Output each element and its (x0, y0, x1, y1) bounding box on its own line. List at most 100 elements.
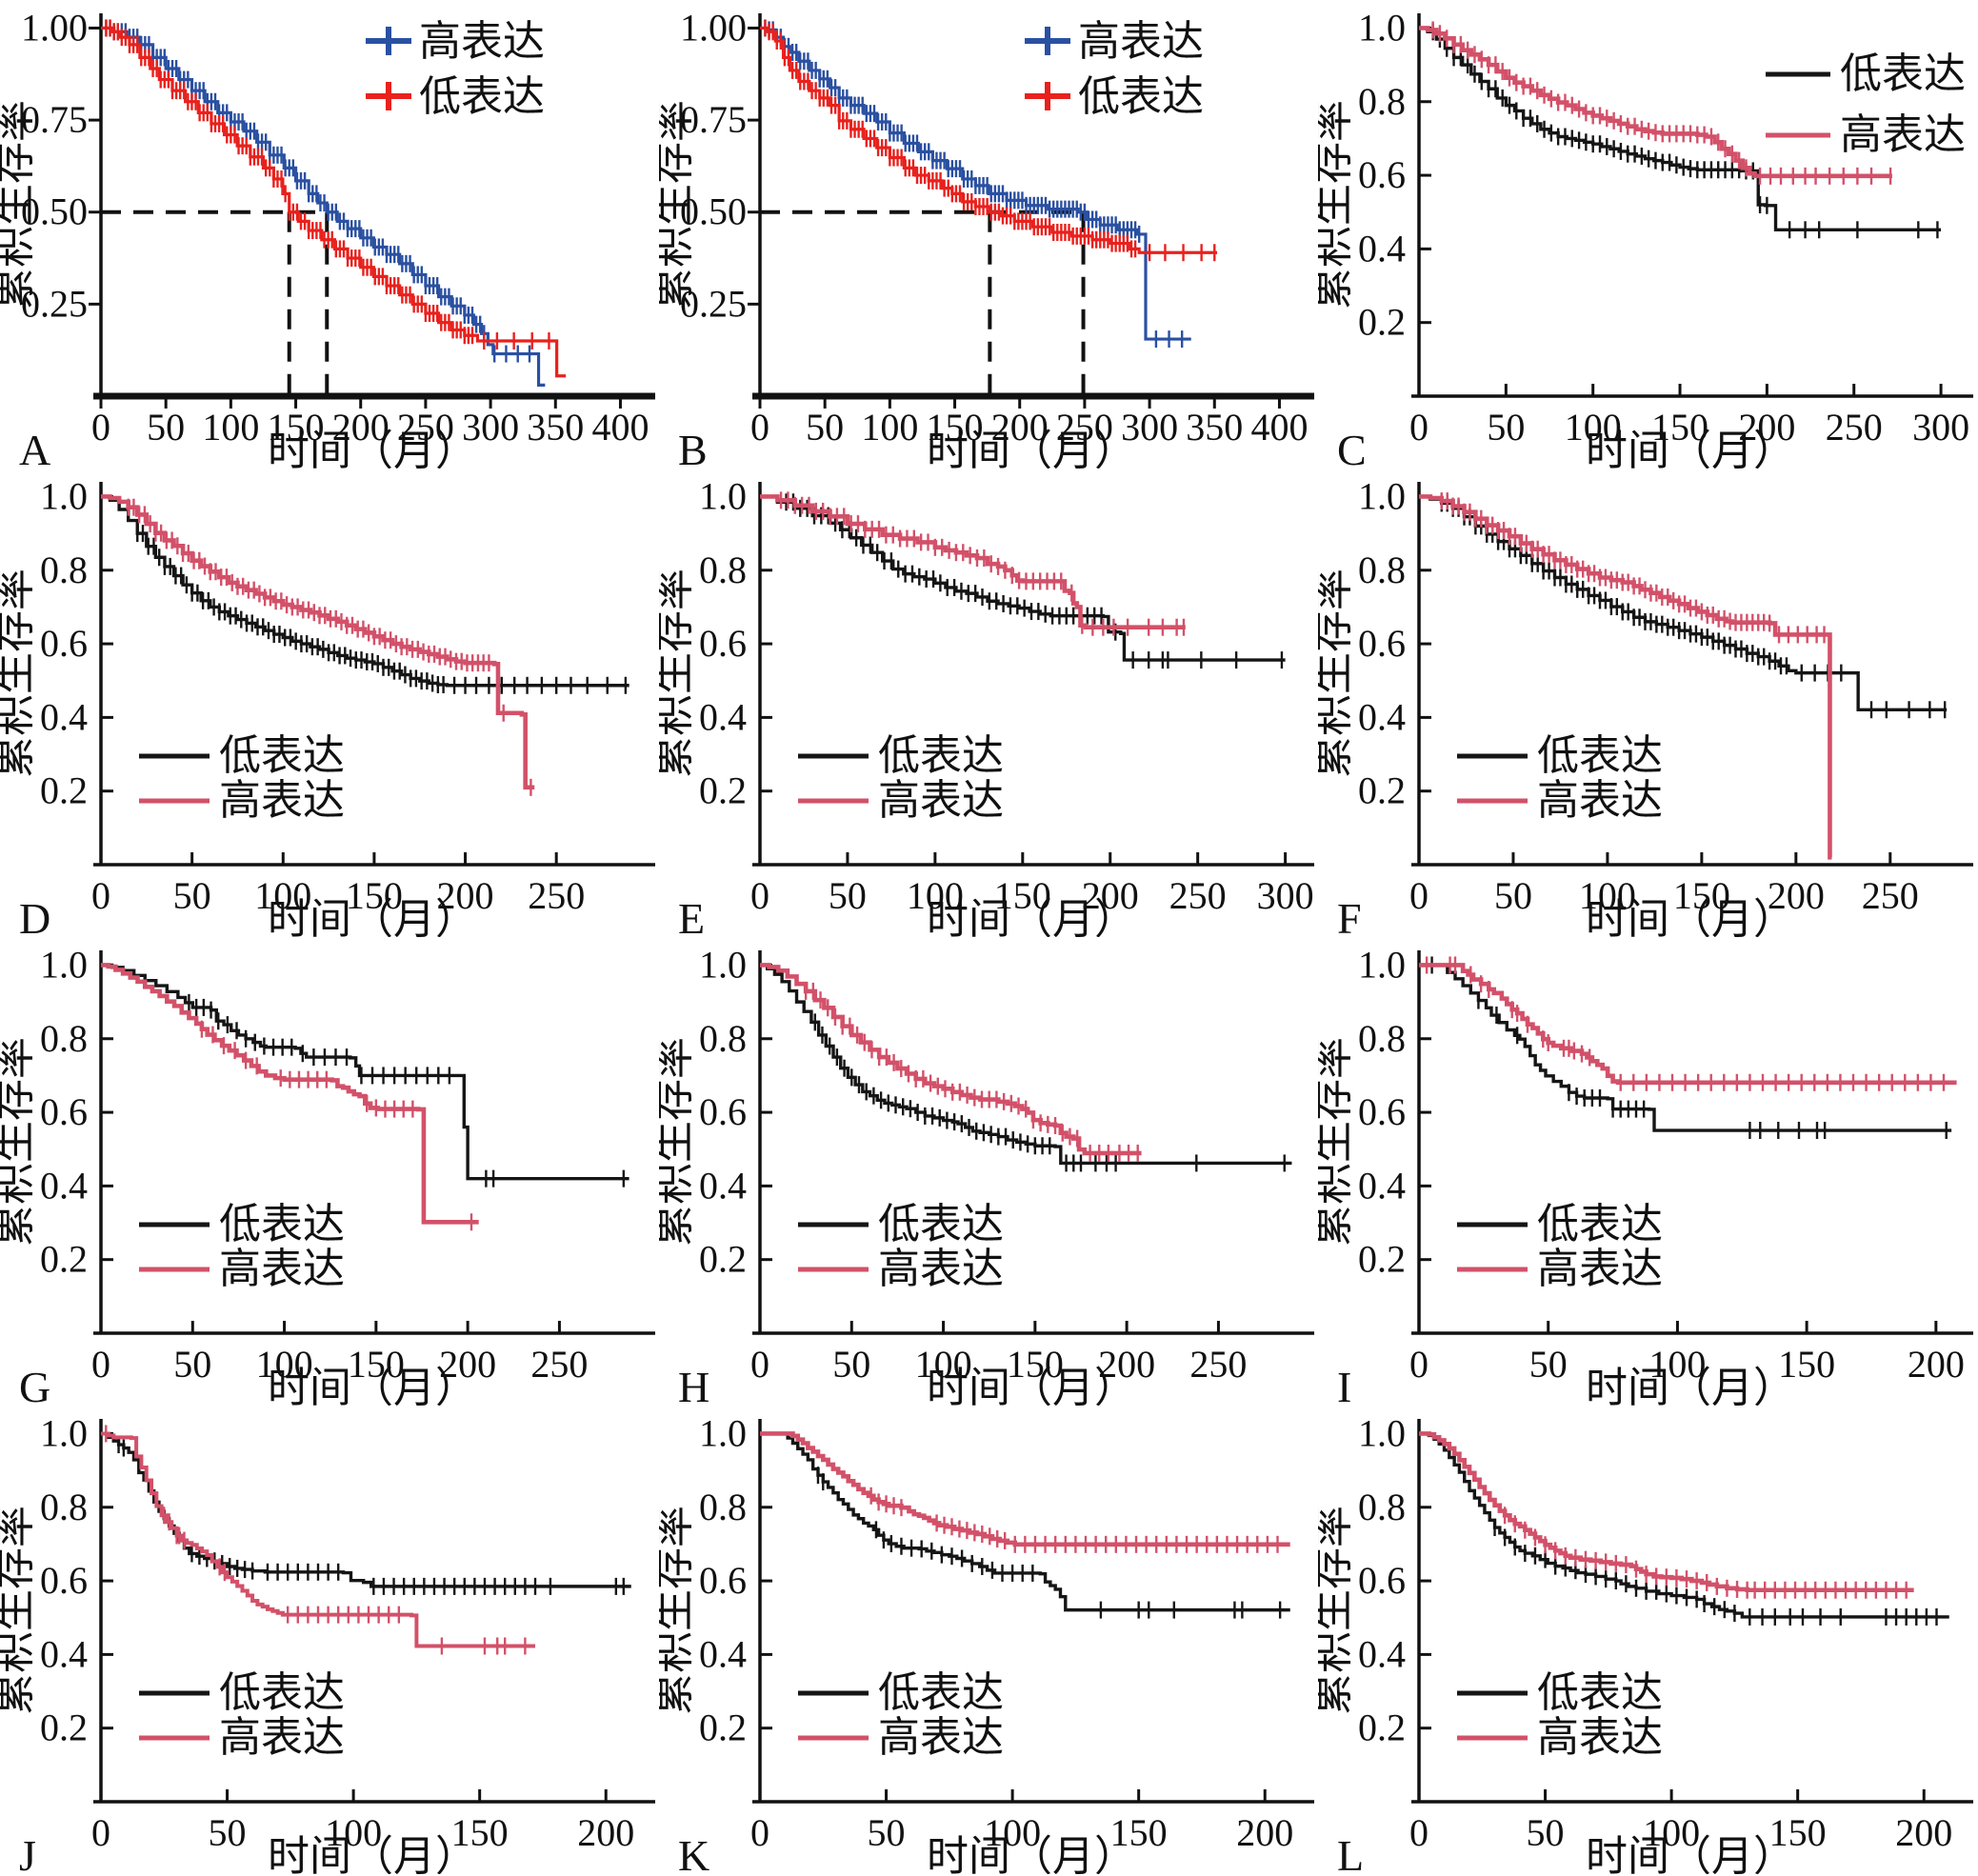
x-tick-label: 200 (332, 406, 390, 449)
y-axis-title: 累积生存率 (0, 100, 38, 309)
x-tick-label: 250 (1862, 874, 1919, 917)
panel-letter: J (19, 1831, 36, 1874)
km-plot-G: 0 50 100 150 200 250 1.0 0.8 0.6 0.4 0.2累积生存率时间（月）… (0, 943, 655, 1406)
panel-E: 0 50 100 150 200 250 300 1.0 0.8 0.6 0.4 0.2 累积生存率 时间… (659, 469, 1318, 937)
x-axis-title: 时间（月） (927, 1365, 1136, 1406)
axes: 0 50 100 150 200 250 1.0 0.8 0.6 0.4 0.2 (1358, 474, 1973, 917)
y-tick-label: 0.8 (699, 1486, 747, 1528)
panel-letter: E (678, 894, 705, 937)
km-plot-E: 0 50 100 150 200 250 300 1.0 0.8 0.6 0.4 0.2累积生存率时间… (659, 474, 1314, 937)
x-tick-label: 100 (325, 1811, 382, 1854)
y-tick-label: 0.6 (40, 1559, 88, 1602)
x-tick-label: 250 (528, 874, 585, 917)
series-低表达 (101, 1431, 631, 1595)
legend-label: 低表达 (878, 1201, 1004, 1247)
y-tick-label: 0.50 (21, 190, 88, 233)
legend-label: 低表达 (1840, 50, 1966, 97)
y-tick-label: 0.4 (1358, 227, 1406, 269)
y-tick-label: 0.8 (1358, 1017, 1406, 1060)
y-tick-label: 0.25 (21, 282, 88, 325)
x-tick-label: 0 (91, 1811, 110, 1854)
km-plot-F: 0 50 100 150 200 250 1.0 0.8 0.6 0.4 0.2累积生存率时间（月）… (1318, 474, 1973, 937)
km-plot-C: 0 50 100 150 200 250 300 1.0 0.8 0.6 0.4 0.2累积生存率时间… (1318, 6, 1973, 469)
x-tick-label: 400 (1250, 406, 1308, 449)
y-tick-label: 0.6 (1358, 1559, 1406, 1602)
y-tick-label: 0.2 (1358, 769, 1406, 812)
x-axis-title: 时间（月） (1586, 896, 1795, 937)
y-tick-label: 0.6 (40, 622, 88, 665)
x-tick-label: 150 (348, 1343, 405, 1386)
km-curve (760, 1431, 1290, 1547)
legend-label: 低表达 (219, 732, 345, 779)
x-axis-title: 时间（月） (268, 428, 477, 469)
legend-label: 高表达 (878, 1714, 1004, 1761)
y-tick-label: 0.6 (1358, 153, 1406, 196)
x-tick-label: 200 (1895, 1811, 1952, 1854)
y-tick-label: 0.4 (1358, 695, 1406, 738)
panel-letter: C (1337, 426, 1367, 469)
legend-label: 高表达 (1537, 1246, 1663, 1292)
y-tick-label: 0.50 (680, 190, 747, 233)
x-tick-label: 200 (437, 874, 494, 917)
x-tick-label: 50 (1529, 1343, 1568, 1386)
x-tick-label: 100 (984, 1811, 1041, 1854)
panel-letter: I (1337, 1363, 1351, 1406)
panel-B: 0 50 100 150 200 250 300 350 400 1.00 0.75 0.50 0.25… (659, 0, 1318, 469)
x-axis-title: 时间（月） (268, 1833, 477, 1874)
x-tick-label: 100 (1648, 1343, 1706, 1386)
y-tick-label: 0.75 (21, 98, 88, 141)
axes: 0 50 100 150 200 250 1.0 0.8 0.6 0.4 0.2 (699, 943, 1314, 1386)
panel-letter: G (19, 1363, 50, 1406)
x-tick-label: 200 (1768, 874, 1825, 917)
y-tick-label: 0.4 (40, 1164, 88, 1207)
x-tick-label: 300 (1121, 406, 1178, 449)
legend-label: 低表达 (878, 732, 1004, 779)
x-tick-label: 200 (1082, 874, 1139, 917)
y-tick-label: 0.6 (1358, 1090, 1406, 1133)
axes: 0 50 100 150 200 250 300 1.0 0.8 0.6 0.4 0.2 (1358, 6, 1973, 449)
y-tick-label: 0.8 (40, 1017, 88, 1060)
y-axis-title: 累积生存率 (1318, 569, 1356, 778)
x-tick-label: 100 (861, 406, 918, 449)
x-tick-label: 50 (209, 1811, 247, 1854)
series-低表达 (101, 19, 567, 378)
series-高表达 (1419, 1431, 1914, 1599)
y-tick-label: 0.4 (1358, 1164, 1406, 1207)
x-tick-label: 50 (1527, 1811, 1565, 1854)
x-tick-label: 200 (1098, 1343, 1155, 1386)
legend-label: 高表达 (1537, 1714, 1663, 1761)
x-tick-label: 250 (397, 406, 454, 449)
panel-letter: H (678, 1363, 709, 1406)
panel-C: 0 50 100 150 200 250 300 1.0 0.8 0.6 0.4 0.2 累积生存率 时间… (1318, 0, 1977, 469)
x-tick-label: 0 (1409, 1811, 1429, 1854)
x-tick-label: 250 (530, 1343, 588, 1386)
y-tick-label: 0.6 (699, 1559, 747, 1602)
y-tick-label: 1.00 (680, 6, 747, 49)
panel-L: 0 50 100 150 200 1.0 0.8 0.6 0.4 0.2 累积生存率 时间（月） L 低表… (1318, 1406, 1977, 1874)
x-tick-label: 250 (1169, 874, 1227, 917)
legend-label: 低表达 (1537, 732, 1663, 779)
x-tick-label: 0 (91, 874, 110, 917)
km-curve (1419, 1431, 1914, 1593)
y-axis-title: 累积生存率 (659, 569, 697, 778)
legend-label: 低表达 (419, 73, 545, 120)
axes: 0 50 100 150 200 1.0 0.8 0.6 0.4 0.2 (1358, 1411, 1973, 1854)
km-curve (101, 1431, 535, 1648)
median-dashed-lines (760, 210, 1086, 396)
y-tick-label: 0.4 (40, 695, 88, 738)
legend-label: 高表达 (219, 1246, 345, 1292)
km-curve (101, 1431, 631, 1588)
x-tick-label: 0 (91, 406, 110, 449)
x-tick-label: 50 (832, 1343, 870, 1386)
x-tick-label: 150 (451, 1811, 509, 1854)
legend-label: 低表达 (1078, 73, 1204, 120)
series-高表达 (1419, 492, 1832, 860)
x-tick-label: 0 (1409, 406, 1429, 449)
y-tick-label: 0.4 (1358, 1632, 1406, 1675)
y-tick-label: 0.8 (40, 1486, 88, 1528)
km-curve (760, 1431, 1290, 1612)
